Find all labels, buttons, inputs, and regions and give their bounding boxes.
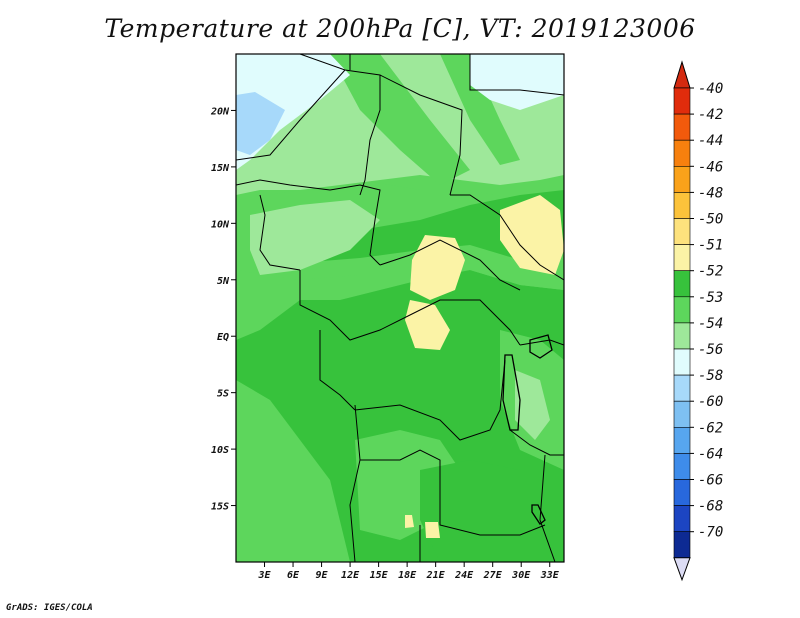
contour-fill-zambia — [420, 460, 564, 562]
x-tick-label-33E: 33E — [540, 570, 560, 581]
map-axes: 3E 6E 9E 12E 15E 18E 21E 24E 27E 30E 33E 20N 15N 10N 5… — [210, 106, 560, 581]
contour-fill-southwest — [236, 380, 350, 562]
boundary-segment-5 — [259, 194, 301, 271]
x-tick-label-21E: 21E — [426, 570, 446, 581]
lake-tanganyika — [502, 354, 521, 431]
colorbar-swatch-11 — [673, 374, 691, 402]
y-tick-label-EQ: EQ — [217, 332, 229, 343]
map-layer — [236, 54, 564, 562]
boundary-segment-2 — [236, 69, 346, 161]
boundary-segment-10 — [319, 330, 356, 411]
y-tick-label-15S: 15S — [211, 502, 229, 513]
colorbar-swatch-6 — [673, 244, 691, 272]
colorbar-swatch-4 — [673, 192, 691, 219]
colorbar-swatch-12 — [673, 400, 691, 428]
y-tick-label-15N: 15N — [211, 163, 230, 174]
colorbar-label-4: -48 — [698, 185, 723, 201]
contour-fill-warm-northeast — [500, 195, 564, 275]
colorbar-swatch-3 — [673, 166, 691, 193]
colorbar-label-13: -62 — [698, 420, 723, 436]
colorbar-swatch-14 — [673, 453, 691, 480]
colorbar-label-12: -60 — [698, 394, 723, 410]
contour-fill-northeast-cold — [470, 54, 564, 110]
boundary-segment-12 — [360, 449, 546, 536]
contour-fill-warm-spot-1 — [405, 515, 414, 528]
y-tick-label-10S: 10S — [211, 445, 229, 456]
x-tick-label-24E: 24E — [454, 570, 474, 581]
plot-frame — [235, 53, 565, 563]
y-tick-label-10N: 10N — [211, 219, 230, 230]
boundary-segment-8 — [469, 54, 564, 96]
colorbar-label-1: -42 — [698, 107, 723, 123]
contour-fill-group — [236, 54, 564, 562]
colorbar-label-10: -56 — [698, 342, 723, 358]
colorbar-swatch-16 — [673, 505, 691, 533]
x-tick-label-6E: 6E — [287, 570, 300, 581]
x-tick-label-9E: 9E — [316, 570, 329, 581]
colorbar-label-14: -64 — [698, 446, 723, 462]
colorbar-swatch-1 — [673, 113, 691, 141]
contour-fill-warm-cluster-north — [410, 235, 465, 300]
x-tick-label-27E: 27E — [483, 570, 503, 581]
y-tick-label-5S: 5S — [217, 389, 229, 400]
boundary-segment-4 — [236, 179, 381, 266]
colorbar-label-9: -54 — [698, 316, 723, 332]
y-tick-label-5N: 5N — [217, 276, 230, 287]
colorbar-top-arrow — [673, 60, 691, 89]
x-tick-label-30E: 30E — [511, 570, 531, 581]
colorbar-label-7: -52 — [698, 264, 723, 280]
colorbar-label-0: -40 — [698, 81, 723, 97]
colorbar: -40 -42 -44 -46 -48 -50 -51 -52 -53 -54 -56 -58 -60 -… — [673, 60, 723, 582]
chart-title: Temperature at 200hPa [C], VT: 201912300… — [104, 14, 696, 43]
country-boundaries — [235, 53, 565, 563]
lake-victoria — [529, 334, 553, 359]
contour-fill-cold-pocket — [236, 92, 285, 155]
colorbar-swatch-10 — [673, 348, 691, 376]
contour-fill-warm-spot-2 — [425, 522, 440, 538]
contour-fill-lake-region — [515, 370, 550, 440]
colorbar-label-8: -53 — [698, 290, 723, 306]
boundary-lines — [236, 54, 564, 562]
boundary-segment-11 — [354, 359, 506, 441]
boundary-segment-16 — [509, 429, 564, 456]
lake-malawi — [531, 504, 546, 525]
y-tick-label-20N: 20N — [210, 106, 230, 117]
colorbar-label-16: -68 — [698, 499, 723, 515]
colorbar-swatch-13 — [673, 426, 691, 454]
colorbar-label-17: -70 — [698, 525, 723, 541]
colorbar-label-2: -44 — [698, 133, 723, 149]
colorbar-swatch-17 — [673, 531, 691, 559]
boundary-segment-3 — [359, 75, 381, 196]
colorbar-swatch-2 — [673, 139, 691, 167]
boundary-segment-6 — [379, 239, 521, 291]
x-tick-label-3E: 3E — [257, 570, 271, 581]
colorbar-label-15: -66 — [698, 473, 723, 489]
footer-credit: GrADS: IGES/COLA — [6, 603, 93, 613]
colorbar-swatch-0 — [673, 87, 691, 115]
contour-fill-warm-cluster-south — [405, 300, 450, 350]
boundary-segment-17 — [539, 454, 556, 562]
contour-fill-sahara-streak-1 — [330, 54, 470, 185]
x-tick-label-15E: 15E — [370, 570, 389, 581]
colorbar-swatch-8 — [673, 296, 691, 324]
colorbar-label-3: -46 — [698, 159, 723, 175]
contour-fill-west-band — [250, 200, 380, 275]
colorbar-swatch-15 — [673, 479, 691, 506]
boundary-segment-7 — [450, 194, 564, 281]
boundary-segment-9 — [299, 270, 521, 346]
x-tick-label-18E: 18E — [398, 570, 417, 581]
x-tick-label-12E: 12E — [341, 570, 360, 581]
colorbar-label-5: -50 — [698, 212, 723, 228]
contour-fill-sahel-inner — [300, 190, 564, 262]
boundary-segment-15 — [519, 339, 564, 346]
colorbar-label-11: -58 — [698, 368, 723, 384]
colorbar-swatch-7 — [673, 270, 691, 298]
colorbar-swatch-5 — [673, 218, 691, 245]
colorbar-swatch-9 — [673, 322, 691, 350]
boundary-segment-13 — [349, 404, 361, 562]
colorbar-bottom-arrow — [673, 557, 691, 582]
contour-fill-sahara-streak-2 — [440, 54, 520, 165]
colorbar-label-6: -51 — [698, 238, 723, 254]
